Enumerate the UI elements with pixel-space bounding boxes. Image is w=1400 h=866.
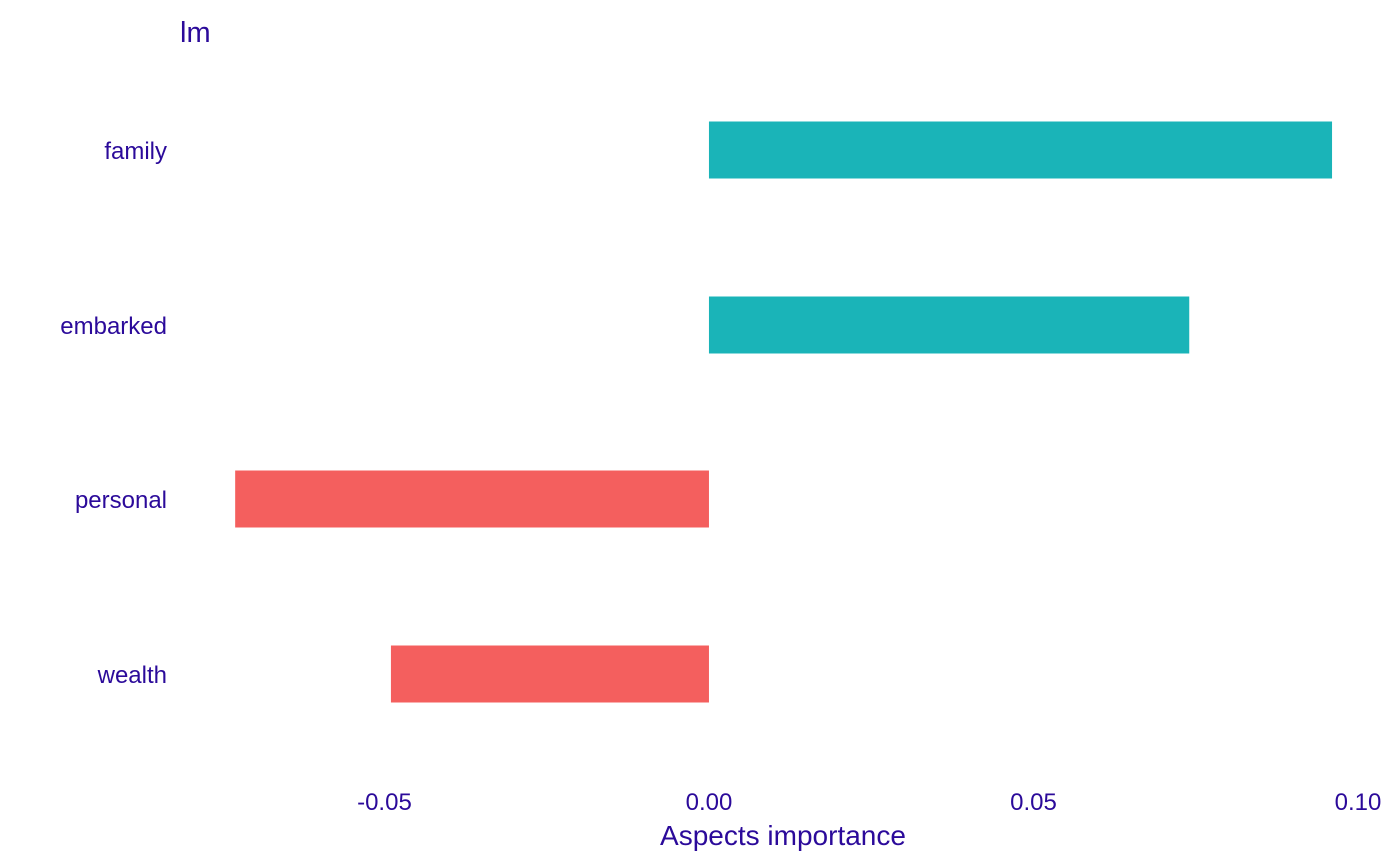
y-axis-labels: family embarked personal wealth [60, 138, 167, 689]
y-tick-label-personal: personal [75, 487, 167, 514]
x-tick-label: -0.05 [357, 789, 412, 816]
bar-personal [235, 470, 709, 528]
y-tick-label-wealth: wealth [97, 662, 167, 689]
y-tick-label-family: family [104, 138, 167, 165]
chart-title: lm [180, 17, 211, 49]
bars-layer [235, 121, 1333, 703]
bar-wealth [390, 645, 709, 703]
x-tick-label: 0.10 [1335, 789, 1382, 816]
y-tick-label-embarked: embarked [60, 313, 167, 340]
x-axis-tick-labels: -0.05 0.00 0.05 0.10 [357, 789, 1381, 816]
x-tick-label: 0.05 [1010, 789, 1057, 816]
x-tick-label: 0.00 [686, 789, 733, 816]
x-axis-label: Aspects importance [660, 820, 906, 851]
bar-embarked [708, 296, 1190, 354]
bar-family [708, 121, 1333, 179]
